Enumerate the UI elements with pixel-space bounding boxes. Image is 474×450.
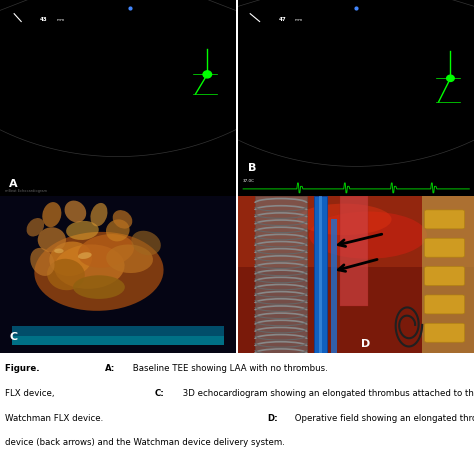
Ellipse shape [27,218,44,237]
FancyBboxPatch shape [425,210,465,229]
Ellipse shape [73,275,125,299]
Text: A:: A: [105,364,115,373]
Ellipse shape [34,232,164,311]
Ellipse shape [113,210,132,229]
Bar [340,196,368,306]
Text: B: B [248,163,256,173]
Text: C:: C: [155,389,164,398]
Ellipse shape [106,220,129,241]
Circle shape [203,71,211,78]
Bar [238,196,474,266]
Text: 43: 43 [40,17,48,22]
Ellipse shape [106,244,153,273]
Text: mm: mm [56,18,65,22]
Ellipse shape [42,202,61,227]
Text: D: D [361,339,370,349]
Text: C: C [9,333,18,342]
Ellipse shape [38,227,66,252]
Ellipse shape [64,201,86,222]
Text: Figure.: Figure. [5,364,42,373]
Ellipse shape [55,244,125,289]
Text: Operative field showing an elongated thrombus attached to the Watchman FLX: Operative field showing an elongated thr… [292,414,474,423]
Text: D:: D: [267,414,278,423]
Ellipse shape [54,248,64,253]
Polygon shape [0,0,327,157]
Bar [319,196,322,353]
Text: Watchman FLX device.: Watchman FLX device. [5,414,106,423]
Ellipse shape [30,248,55,276]
Bar [331,220,337,353]
Ellipse shape [49,242,92,276]
Text: 47: 47 [278,17,286,22]
Ellipse shape [297,203,392,235]
Ellipse shape [91,203,108,226]
Ellipse shape [78,252,91,259]
FancyBboxPatch shape [425,295,465,314]
Text: FLX device,: FLX device, [5,389,57,398]
Text: Baseline TEE showing LAA with no thrombus.: Baseline TEE showing LAA with no thrombu… [130,364,330,373]
Bar [12,336,224,346]
Text: device (back arrows) and the Watchman device delivery system.: device (back arrows) and the Watchman de… [5,438,284,447]
Ellipse shape [47,259,85,290]
Text: mm: mm [295,18,303,22]
Ellipse shape [78,234,134,268]
Text: 3D echocardiogram showing an elongated thrombus attached to the surface of the: 3D echocardiogram showing an elongated t… [180,389,474,398]
Ellipse shape [66,221,99,240]
Text: mBeat Echocardiogram: mBeat Echocardiogram [5,189,47,193]
FancyBboxPatch shape [425,266,465,286]
Text: A: A [9,179,18,189]
Ellipse shape [309,212,427,259]
FancyBboxPatch shape [425,238,465,257]
Bar [422,196,474,353]
Text: 37.0C: 37.0C [243,179,255,183]
Bar [12,327,224,346]
Bar [255,196,307,353]
Ellipse shape [131,231,161,255]
Circle shape [447,75,454,81]
FancyBboxPatch shape [425,323,465,342]
Polygon shape [135,0,474,166]
Bar [314,196,327,353]
